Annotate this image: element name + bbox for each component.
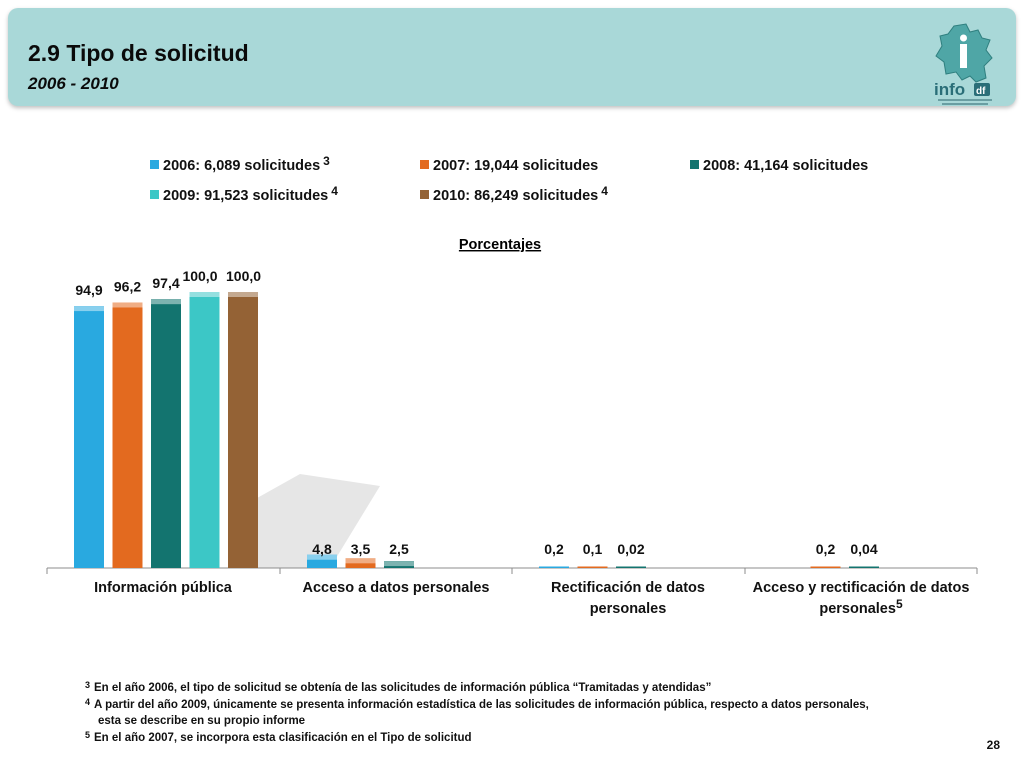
bar xyxy=(577,566,608,568)
bar-shadow xyxy=(250,474,380,568)
svg-text:df: df xyxy=(976,86,986,97)
legend-swatch xyxy=(150,190,159,199)
footnote-text: En el año 2006, el tipo de solicitud se … xyxy=(94,682,712,694)
bar-top-highlight xyxy=(112,302,143,308)
legend-swatch xyxy=(420,160,429,169)
bar-top-highlight xyxy=(151,299,181,305)
category-label: Acceso a datos personales xyxy=(303,580,490,596)
legend-label: 2009: 91,523 solicitudes xyxy=(163,188,329,204)
bar-top-highlight xyxy=(189,292,220,297)
data-label: 0,2 xyxy=(544,541,564,557)
bar xyxy=(849,566,879,568)
bar-top-highlight xyxy=(384,561,414,567)
bar-top-highlight xyxy=(345,558,376,564)
legend-item-2009: 2009: 91,523 solicitudes 4 xyxy=(150,184,338,204)
data-label: 0,04 xyxy=(850,541,877,557)
category-label: Acceso y rectificación de datos personale… xyxy=(753,580,970,617)
data-label: 100,0 xyxy=(182,268,217,284)
slide-subtitle: 2006 - 2010 xyxy=(28,74,119,93)
legend-item-2006: 2006: 6,089 solicitudes 3 xyxy=(150,154,330,174)
legend-footnote-ref: 3 xyxy=(323,154,330,168)
data-label: 4,8 xyxy=(312,541,332,557)
legend-label: 2010: 86,249 solicitudes xyxy=(433,188,599,204)
chart-title: Porcentajes xyxy=(459,237,541,253)
data-label: 96,2 xyxy=(114,278,141,294)
footnote-text: En el año 2007, se incorpora esta clasif… xyxy=(94,731,472,744)
footnote-4-continued: esta se describe en su propio informe xyxy=(85,713,965,730)
legend-swatch xyxy=(420,190,429,199)
data-label: 0,2 xyxy=(816,541,836,557)
bar-top-highlight xyxy=(228,292,258,297)
bar-chart: Porcentajes 94,9 4,8 0,2 96,2 3,5 0,1 0,2 97,4 2,… xyxy=(46,237,978,617)
bar-top-highlight xyxy=(74,306,104,312)
legend-swatch xyxy=(150,160,159,169)
data-label: 0,1 xyxy=(583,541,603,557)
footnote-text: esta se describe en su propio informe xyxy=(98,715,306,727)
data-label: 100,0 xyxy=(226,268,261,284)
footnote-marker: 3 xyxy=(85,680,91,690)
legend-label: 2008: 41,164 solicitudes xyxy=(703,158,869,174)
legend-footnote-ref: 4 xyxy=(601,184,608,198)
chart-legend: 2006: 6,089 solicitudes 3 2007: 19,044 so… xyxy=(0,150,1024,220)
bar xyxy=(539,566,569,568)
legend-footnote-ref: 4 xyxy=(331,184,338,198)
slide-header: 2.9 Tipo de solicitud 2006 - 2010 info d… xyxy=(8,8,1016,106)
bar xyxy=(228,292,258,568)
data-label: 3,5 xyxy=(351,541,371,557)
data-label: 2,5 xyxy=(389,541,409,557)
slide-title: 2.9 Tipo de solicitud xyxy=(28,40,249,66)
bar xyxy=(189,292,220,568)
footnote-text: A partir del año 2009, únicamente se pre… xyxy=(94,698,869,711)
category-label: Rectificación de datos personales xyxy=(551,580,705,617)
category-footnote-ref: 5 xyxy=(896,597,903,611)
footnotes: 3 En el año 2006, el tipo de solicitud se… xyxy=(85,680,965,746)
bar xyxy=(112,302,143,568)
category-label: Información pública xyxy=(94,580,233,596)
data-label: 0,02 xyxy=(617,541,644,557)
bar-top-highlight xyxy=(307,554,337,560)
data-label: 97,4 xyxy=(152,275,179,291)
bar xyxy=(810,566,841,568)
page-number: 28 xyxy=(986,738,1000,752)
bar xyxy=(74,306,104,568)
data-label: 94,9 xyxy=(75,282,102,298)
legend-item-2007: 2007: 19,044 solicitudes xyxy=(420,158,601,174)
footnote-5: 5 En el año 2007, se incorpora esta clasi… xyxy=(85,730,965,747)
legend-swatch xyxy=(690,160,699,169)
legend-label: 2007: 19,044 solicitudes xyxy=(433,158,599,174)
infodf-logo: info df xyxy=(934,23,993,105)
logo-text: info xyxy=(934,80,965,99)
footnote-marker: 4 xyxy=(85,696,91,707)
legend-label: 2006: 6,089 solicitudes xyxy=(163,158,321,174)
footnote-marker: 5 xyxy=(85,729,91,740)
bar xyxy=(616,566,646,568)
legend-item-2010: 2010: 86,249 solicitudes 4 xyxy=(420,184,608,204)
bar xyxy=(151,299,181,568)
legend-item-2008: 2008: 41,164 solicitudes xyxy=(690,158,871,174)
footnote-3: 3 En el año 2006, el tipo de solicitud se… xyxy=(85,680,965,697)
